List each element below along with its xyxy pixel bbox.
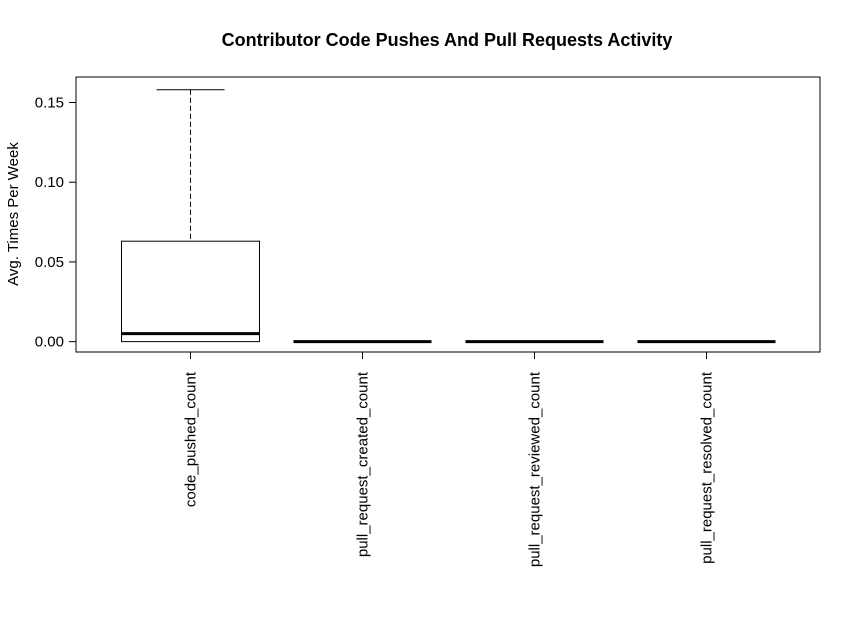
x-tick-label: pull_request_resolved_count <box>699 371 716 564</box>
chart-title: Contributor Code Pushes And Pull Request… <box>222 30 673 50</box>
plot-frame <box>75 76 821 353</box>
y-axis-label: Avg. Times Per Week <box>5 142 22 286</box>
x-tick-label: pull_request_created_count <box>355 371 372 557</box>
box-group-code_pushed_count <box>121 89 260 343</box>
x-tick-label: pull_request_reviewed_count <box>527 371 544 567</box>
x-axis: code_pushed_count pull_request_created_co… <box>183 351 716 567</box>
x-tick-label: code_pushed_count <box>183 371 200 507</box>
boxes-layer <box>121 89 776 344</box>
y-axis: 0.00 0.05 0.10 0.15 <box>35 95 77 351</box>
y-tick-label: 0.05 <box>35 254 64 271</box>
y-tick-label: 0.00 <box>35 334 64 351</box>
y-tick-label: 0.10 <box>35 174 64 191</box>
y-tick-label: 0.15 <box>35 95 64 112</box>
iqr-box <box>121 240 260 343</box>
